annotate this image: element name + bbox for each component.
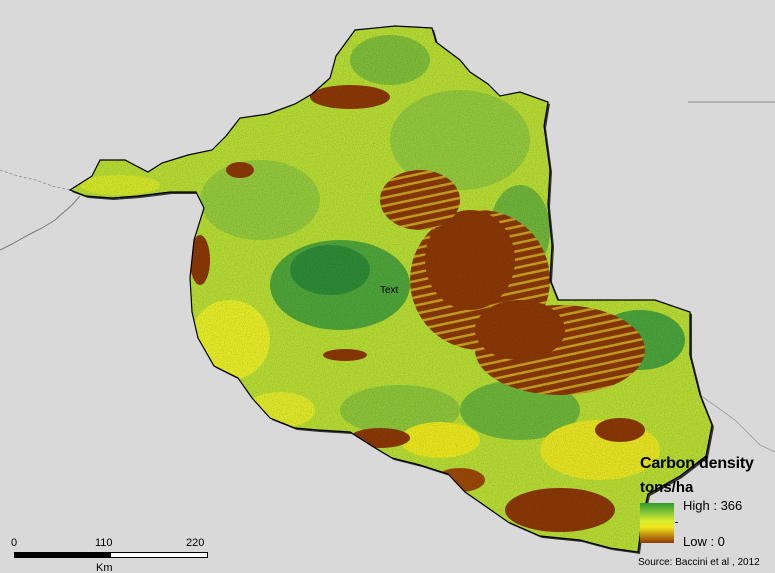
scale-bar: 0 110 220 Km: [8, 537, 218, 573]
legend: Carbon density tons/ha High : 366 Low : …: [637, 455, 771, 571]
scale-tick-220: 220: [186, 537, 205, 549]
scale-tick-0: 0: [11, 537, 18, 549]
legend-subtitle: tons/ha: [640, 479, 694, 496]
legend-tick: [675, 522, 678, 523]
legend-title: Carbon density: [640, 455, 754, 472]
map-text-label: Text: [380, 285, 399, 296]
legend-color-ramp: [640, 503, 674, 543]
legend-high-label: High : 366: [683, 498, 743, 513]
legend-low-label: Low : 0: [683, 534, 725, 549]
scale-bar-segment-white: [111, 553, 207, 557]
scale-bar-segment-black: [15, 553, 111, 557]
border-line-west: [0, 195, 81, 251]
border-line-southeast: [699, 394, 775, 453]
scale-tick-110: 110: [95, 537, 113, 549]
legend-source: Source: Baccini et al , 2012: [638, 557, 760, 568]
scale-bar-track: [14, 552, 208, 558]
border-line-northwest: [0, 169, 71, 191]
scale-unit: Km: [96, 562, 113, 573]
